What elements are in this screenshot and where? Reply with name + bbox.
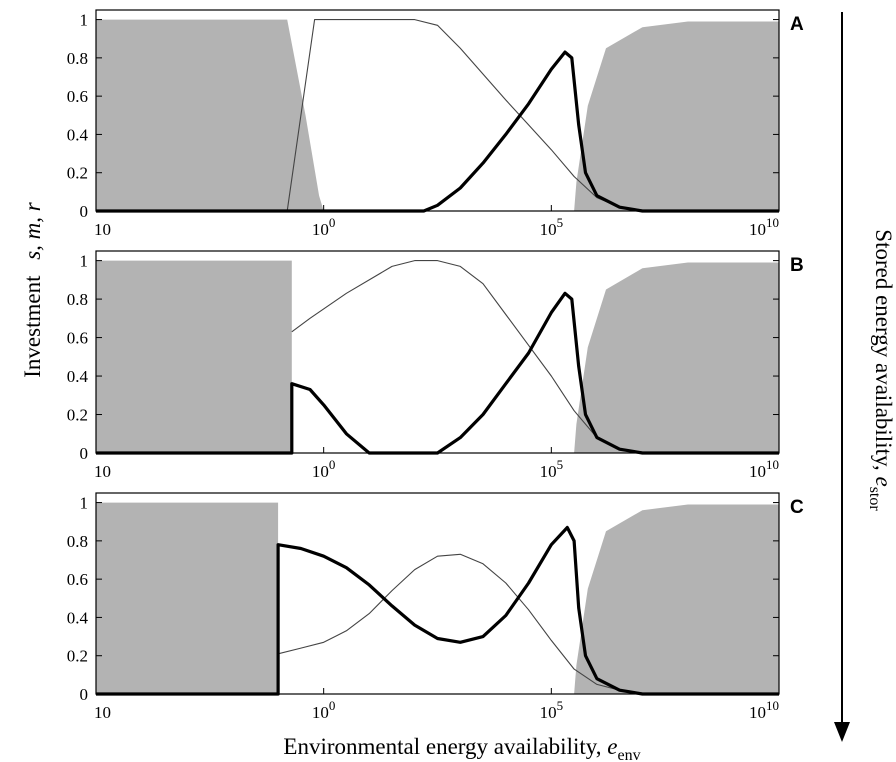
plot-frame: [95, 9, 780, 212]
x-tick-label: 100: [312, 215, 336, 239]
y-tick-label: 0.6: [67, 87, 88, 106]
y-tick-label: 0.4: [67, 125, 89, 144]
x-tick-label: 10: [94, 220, 111, 239]
right-axis-title: Stored energy availability, estor: [866, 229, 896, 511]
y-tick-label: 0.6: [67, 329, 88, 348]
y-tick-label: 1: [80, 494, 89, 513]
x-tick-label: 10: [94, 462, 111, 481]
y-tick-label: 0.2: [67, 164, 88, 183]
y-tick-label: 0.8: [67, 290, 88, 309]
y-tick-label: 0: [80, 444, 89, 463]
y-tick-label: 0.4: [67, 608, 89, 627]
x-tick-label: 105: [540, 698, 564, 722]
filled-area-series: [96, 502, 779, 694]
panel-b: 0 0.2 0.4 0.6 0.8 1 10 100 105 1010 B: [67, 250, 804, 481]
panel-letter: C: [790, 497, 804, 518]
panel-letter: A: [790, 14, 804, 35]
y-tick-label: 0.2: [67, 406, 88, 425]
y-tick-label: 1: [80, 252, 89, 271]
filled-area-series: [96, 260, 779, 453]
thick-line-series: [96, 525, 779, 696]
x-tick-label: 100: [312, 457, 336, 481]
y-tick-label: 0: [80, 685, 89, 704]
filled-area-series: [96, 19, 779, 211]
x-tick-label: 1010: [749, 698, 779, 722]
panel-letter: B: [790, 255, 804, 276]
panel-a: 0 0.2 0.4 0.6 0.8 1 10 100 105 1010 A: [67, 9, 804, 239]
y-tick-label: 0.8: [67, 49, 88, 68]
stored-energy-arrow-head: [834, 722, 850, 742]
thick-line-series: [96, 291, 779, 455]
thin-line-series: [277, 553, 779, 694]
x-tick-label: 105: [540, 457, 564, 481]
y-tick-label: 0.8: [67, 532, 88, 551]
x-tick-label: 105: [540, 215, 564, 239]
x-tick-label: 1010: [749, 215, 779, 239]
y-tick-label: 0.4: [67, 367, 89, 386]
y-tick-label: 1: [80, 11, 89, 30]
y-tick-label: 0: [80, 202, 89, 221]
y-tick-label: 0.6: [67, 570, 88, 589]
y-tick-label: 0.2: [67, 647, 88, 666]
x-tick-label: 10: [94, 703, 111, 722]
plot-frame: [95, 492, 780, 695]
x-axis-title: Environmental energy availability, eenv: [283, 734, 640, 762]
plot-frame: [95, 250, 780, 454]
thick-line-series: [96, 50, 779, 213]
x-tick-label: 100: [312, 698, 336, 722]
x-tick-label: 1010: [749, 457, 779, 481]
y-axis-title: Investment s, m, r: [20, 201, 45, 378]
panel-c: 0 0.2 0.4 0.6 0.8 1 10 100 105 1010 C: [67, 492, 804, 722]
